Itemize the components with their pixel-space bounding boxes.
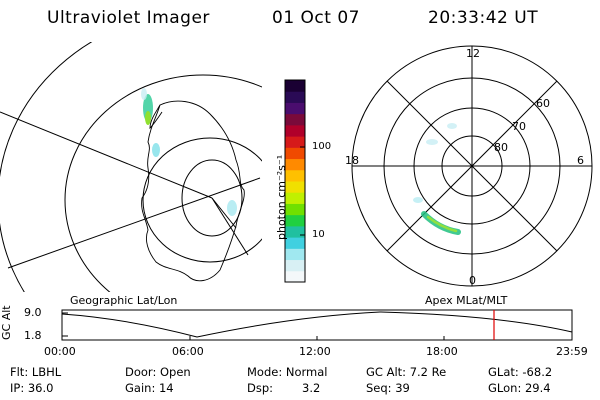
time-tick-1800: 18:00 xyxy=(426,345,458,358)
gc-alt-status: GC Alt: 7.2 Re xyxy=(366,365,447,379)
gain-status: Gain: 14 xyxy=(125,381,174,395)
mlt-label-18: 18 xyxy=(345,154,359,167)
colorbar-segment xyxy=(285,248,305,261)
mlat-label-80: 80 xyxy=(494,141,508,154)
colorbar-segment xyxy=(285,80,305,92)
meridian-line xyxy=(0,111,213,199)
door-status: Door: Open xyxy=(125,365,191,379)
polar-plot xyxy=(351,45,593,287)
glat-status: GLat: -68.2 xyxy=(488,365,553,379)
ip-status: IP: 36.0 xyxy=(10,381,54,395)
colorbar xyxy=(284,79,306,283)
altitude-tick-1-8: 1.8 xyxy=(24,329,42,342)
mlat-label-60: 60 xyxy=(536,97,550,110)
date-label: 01 Oct 07 xyxy=(272,8,360,28)
colorbar-segment xyxy=(285,113,305,126)
colorbar-segment xyxy=(285,259,305,272)
colorbar-units: photon cm⁻²s⁻¹ xyxy=(275,154,288,240)
mlat-label-70: 70 xyxy=(512,120,526,133)
colorbar-segment xyxy=(285,214,305,227)
colorbar-segment xyxy=(285,203,305,216)
dsp-value: 3.2 xyxy=(302,381,321,395)
colorbar-segment xyxy=(285,91,305,103)
continent-outline xyxy=(141,100,245,282)
mlt-label-12: 12 xyxy=(466,47,480,60)
time-tick-0600: 06:00 xyxy=(172,345,204,358)
colorbar-segment xyxy=(285,147,305,160)
mode-status: Mode: Normal xyxy=(247,365,328,379)
colorbar-segment xyxy=(285,237,305,249)
colorbar-tick-100: 100 xyxy=(312,141,332,152)
apex-label: Apex MLat/MLT xyxy=(425,294,508,307)
time-label: 20:33:42 UT xyxy=(428,8,539,28)
map-aurora xyxy=(141,88,237,216)
latitude-circle-80 xyxy=(181,159,243,237)
altitude-axis-label: GC Alt xyxy=(0,305,13,340)
colorbar-segment xyxy=(285,102,305,115)
colorbar-segment xyxy=(285,270,305,283)
peninsula-outline xyxy=(149,104,163,130)
time-tick-2359: 23:59 xyxy=(556,345,588,358)
dsp-label: Dsp: xyxy=(247,381,274,395)
instrument-title: Ultraviolet Imager xyxy=(47,8,210,28)
polar-aurora xyxy=(413,123,461,235)
geographic-label: Geographic Lat/Lon xyxy=(70,294,178,307)
colorbar-segment xyxy=(285,158,305,171)
meridian-line xyxy=(7,177,261,269)
time-tick-1200: 12:00 xyxy=(299,345,331,358)
latitude-circle-70 xyxy=(142,137,262,263)
altitude-plot xyxy=(61,309,573,341)
colorbar-segment xyxy=(285,169,305,182)
geographic-map xyxy=(0,42,262,292)
glon-status: GLon: 29.4 xyxy=(488,381,551,395)
altitude-trace xyxy=(61,311,573,338)
colorbar-tick-10: 10 xyxy=(312,229,325,240)
colorbar-segment xyxy=(285,136,305,148)
colorbar-segment xyxy=(285,192,305,204)
colorbar-segment xyxy=(285,181,305,193)
colorbar-segment xyxy=(285,124,305,137)
meridian-line xyxy=(211,197,249,256)
polar-meridian xyxy=(386,80,558,252)
mlt-label-6: 6 xyxy=(577,154,584,167)
filter-status: Flt: LBHL xyxy=(10,365,62,379)
altitude-tick-9: 9.0 xyxy=(24,306,42,319)
latitude-circle-outer xyxy=(0,42,93,292)
meridian-line xyxy=(211,197,237,229)
seq-status: Seq: 39 xyxy=(366,381,410,395)
colorbar-segment xyxy=(285,225,305,238)
time-tick-0000: 00:00 xyxy=(44,345,76,358)
mlt-label-0: 0 xyxy=(469,274,476,287)
latitude-circle-60 xyxy=(64,74,262,292)
